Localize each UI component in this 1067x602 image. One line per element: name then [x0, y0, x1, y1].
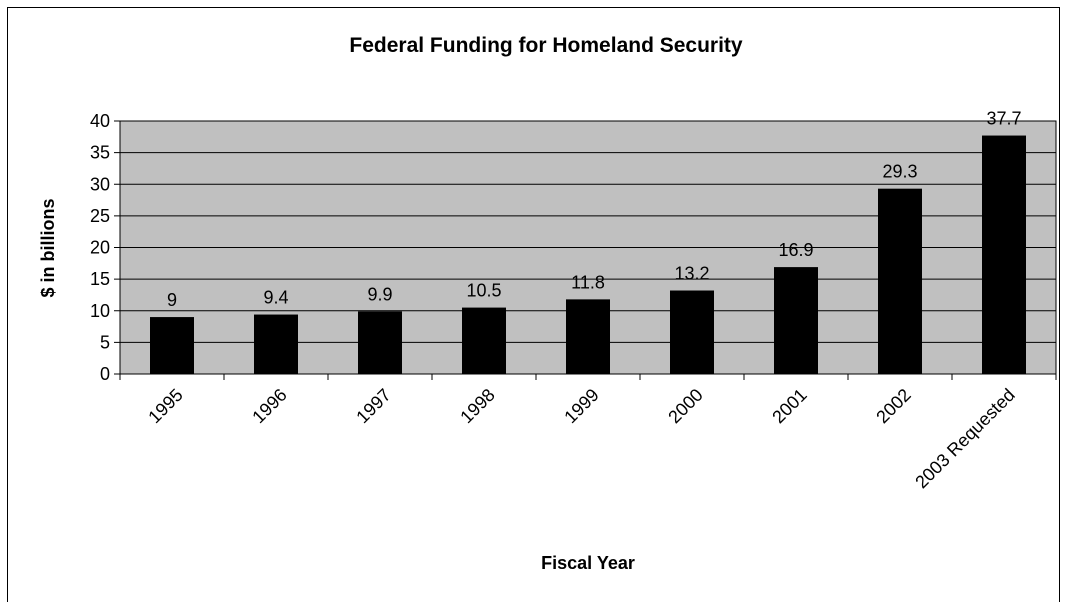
bar	[878, 188, 922, 374]
bar	[670, 290, 714, 374]
y-tick-label: 10	[90, 301, 110, 321]
x-tick-label: 1995	[144, 385, 186, 427]
y-axis-title: $ in billions	[38, 198, 58, 297]
bar	[566, 299, 610, 374]
bars	[150, 135, 1026, 374]
data-label: 9	[167, 290, 177, 310]
bar	[462, 307, 506, 374]
x-tick-label: 2003 Requested	[911, 385, 1019, 493]
x-tick-label: 1997	[352, 385, 394, 427]
x-tick-label: 1999	[560, 385, 602, 427]
y-tick-label: 35	[90, 143, 110, 163]
bar	[982, 135, 1026, 374]
data-label: 9.9	[367, 284, 392, 304]
data-label: 9.4	[263, 288, 288, 308]
data-label: 11.8	[571, 272, 605, 292]
y-tick-label: 40	[90, 111, 110, 131]
y-axis: 0 5 10 15 20 25 30 35 40	[90, 111, 121, 384]
x-tick-label: 2001	[768, 385, 810, 427]
bar	[254, 314, 298, 374]
data-label: 10.5	[466, 281, 501, 301]
x-tick-label: 1998	[456, 385, 498, 427]
data-label: 29.3	[882, 162, 917, 182]
chart-title: Federal Funding for Homeland Security	[349, 34, 743, 57]
bar	[358, 311, 402, 374]
x-tick-label: 2000	[664, 385, 706, 427]
x-tick-label: 2002	[872, 385, 914, 427]
y-tick-label: 20	[90, 238, 110, 258]
data-labels: 9 9.4 9.9 10.5 11.8 13.2 16.9 29.3 37.7	[167, 109, 1022, 311]
y-tick-label: 30	[90, 174, 110, 194]
data-label: 13.2	[674, 264, 709, 284]
data-label: 37.7	[986, 109, 1021, 129]
x-tick-label: 1996	[248, 385, 290, 427]
y-tick-label: 5	[100, 332, 110, 352]
y-tick-label: 25	[90, 206, 110, 226]
y-tick-label: 0	[100, 364, 110, 384]
bar	[150, 317, 194, 374]
x-axis-title: Fiscal Year	[541, 553, 635, 573]
data-label: 16.9	[778, 240, 813, 260]
y-tick-label: 15	[90, 269, 110, 289]
bar	[774, 267, 818, 374]
